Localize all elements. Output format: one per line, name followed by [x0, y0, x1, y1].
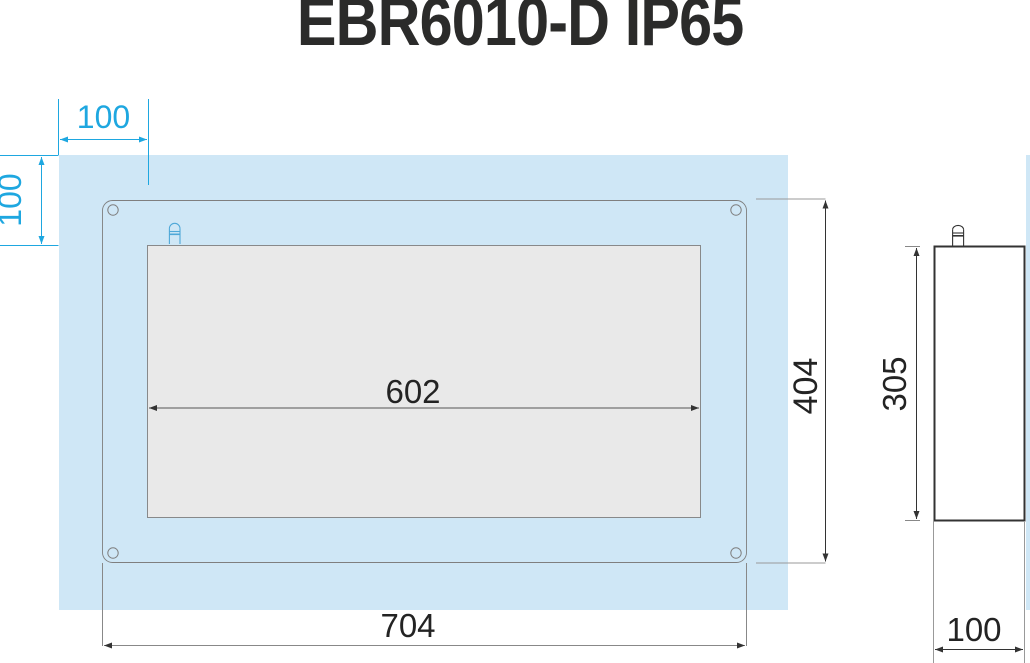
svg-text:100: 100 [946, 611, 1001, 648]
svg-text:100: 100 [0, 173, 28, 226]
svg-text:100: 100 [77, 99, 130, 135]
svg-text:602: 602 [385, 373, 440, 410]
svg-text:704: 704 [380, 607, 435, 644]
svg-text:404: 404 [787, 358, 825, 415]
svg-text:305: 305 [876, 356, 913, 411]
